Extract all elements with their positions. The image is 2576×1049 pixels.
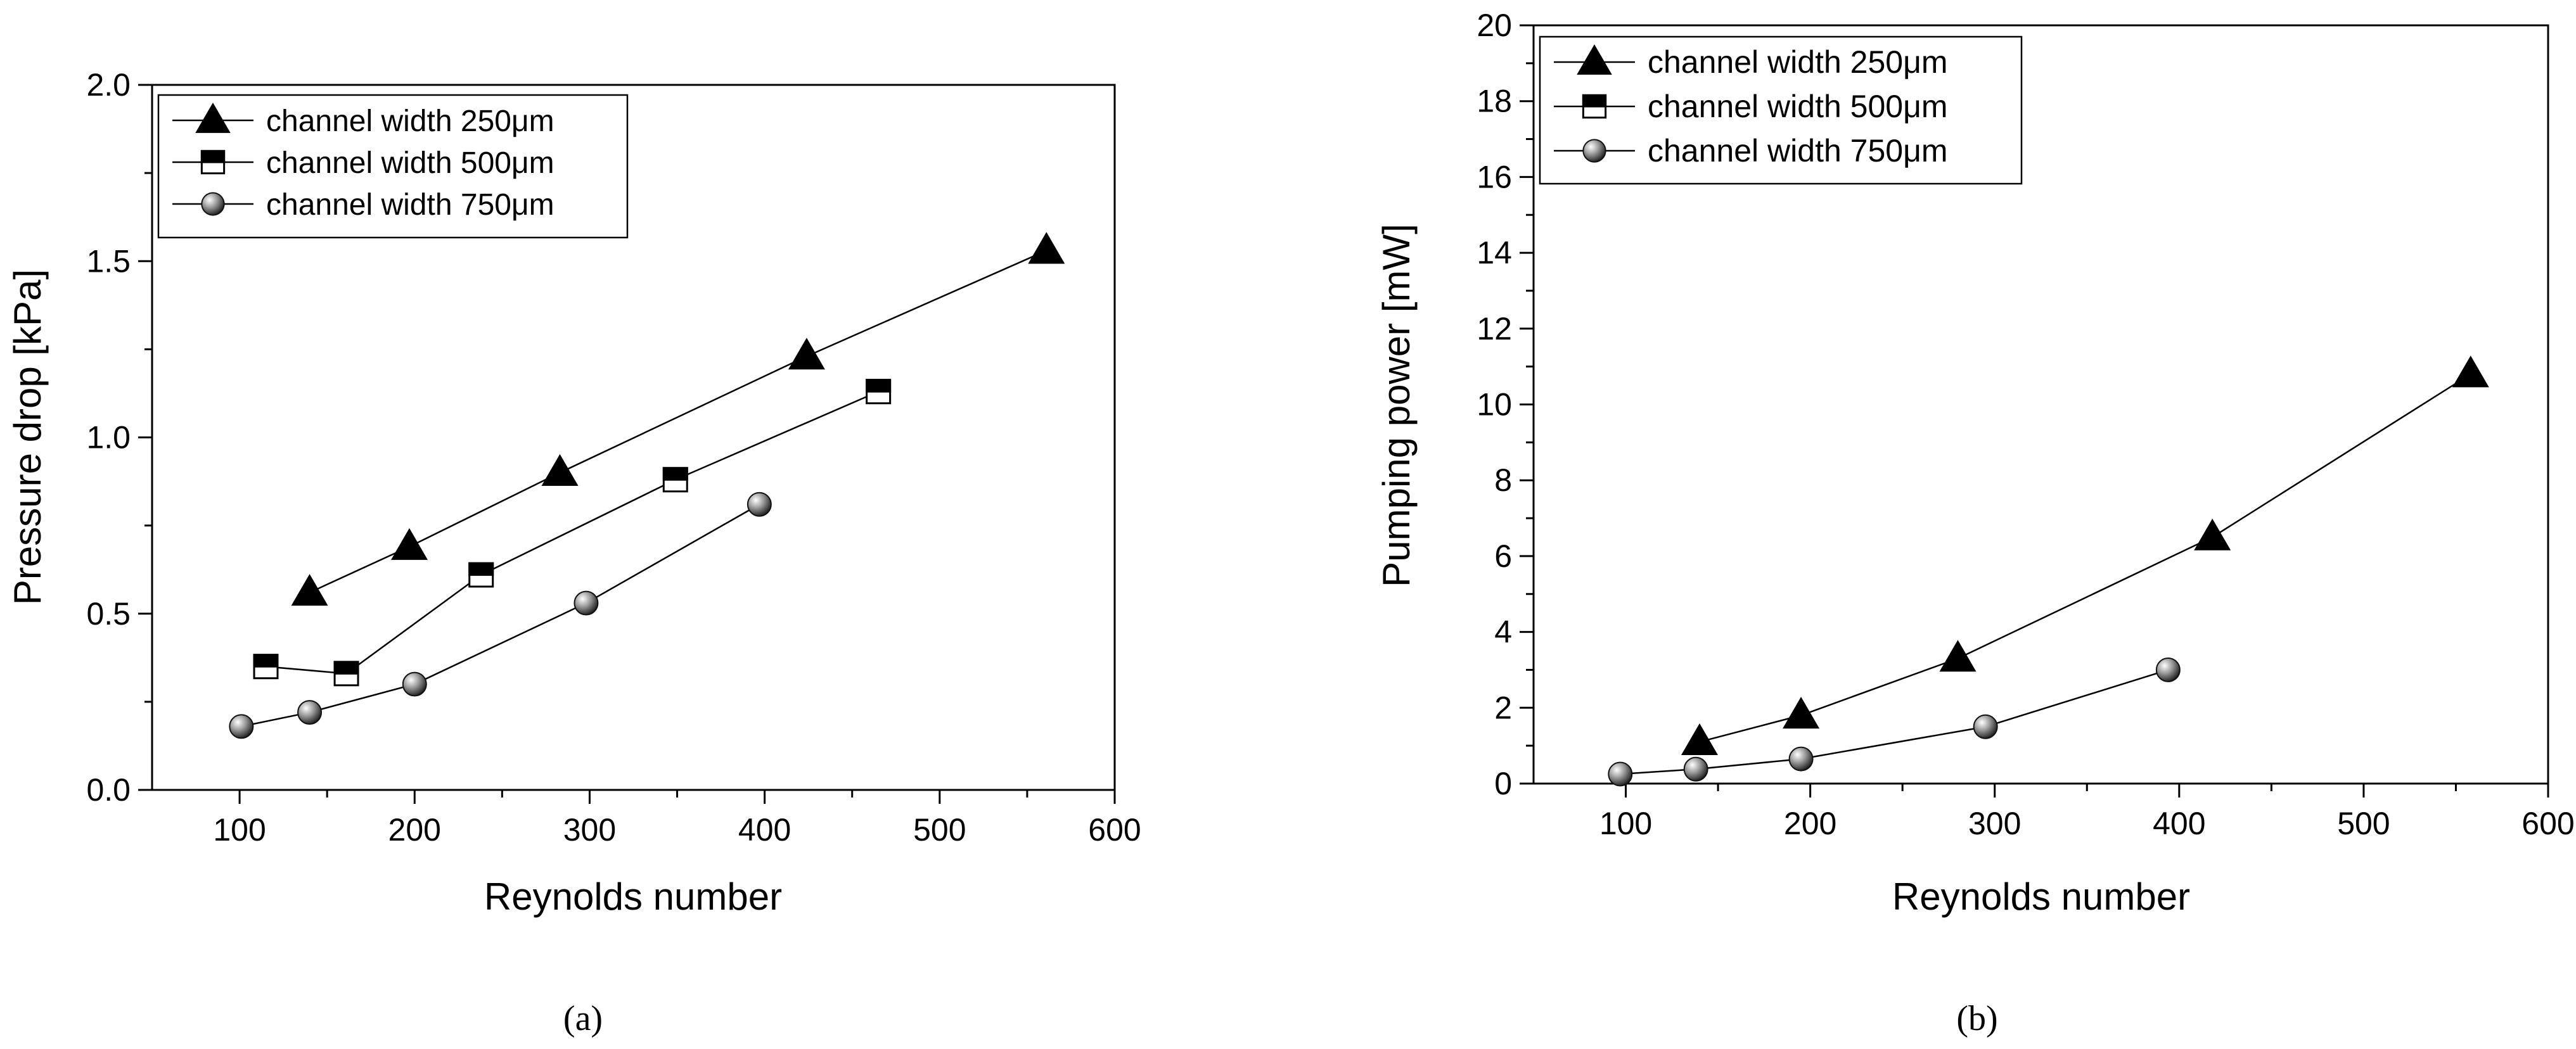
chart-a-data-point <box>402 671 427 697</box>
chart-b-legend-label: channel width 250μm <box>1648 44 1948 80</box>
chart-a-legend-box <box>157 94 629 239</box>
chart-b-y-tick-label: 8 <box>1494 462 1512 498</box>
chart-b-series-line-0 <box>1699 373 2471 743</box>
chart-a-series-line-1 <box>266 391 879 675</box>
chart-a-legend-marker <box>201 192 225 216</box>
chart-b-x-tick-label: 500 <box>2337 806 2390 841</box>
chart-b-series-line-2 <box>1620 669 2169 775</box>
chart-b-legend-marker <box>1577 44 1612 75</box>
chart-b-y-tick-label: 6 <box>1494 538 1512 574</box>
chart-b-y-tick-label: 16 <box>1477 159 1512 194</box>
chart-a-legend-label: channel width 500μm <box>266 146 554 180</box>
chart-a-data-point <box>390 528 428 560</box>
chart-b-data-point <box>1788 746 1814 772</box>
chart-b-x-axis-title: Reynolds number <box>1892 875 2190 918</box>
chart-b-y-tick-label: 18 <box>1477 84 1512 119</box>
chart-a-axes: 100 200 300 400 500 600 0.0 0.5 1.0 1.5 2.0 <box>86 67 1141 848</box>
chart-b-data-point <box>1973 714 1998 739</box>
chart-a-data-point <box>297 700 323 725</box>
chart-b-legend: channel width 250μm channel width 500μm ch… <box>1539 35 2023 185</box>
chart-a-data-point <box>468 562 494 588</box>
chart-b-series <box>1608 355 2489 787</box>
chart-b-legend-box <box>1539 35 2023 185</box>
chart-a-data-point <box>788 338 825 370</box>
chart-a-x-axis-title: Reynolds number <box>484 875 782 918</box>
chart-a-x-tick-label: 300 <box>563 812 616 848</box>
chart-a-y-tick-label: 0.0 <box>86 772 131 808</box>
chart-b-y-tick-label: 20 <box>1477 8 1512 43</box>
chart-b-x-tick-label: 200 <box>1784 806 1836 841</box>
chart-a-x-tick-label: 100 <box>213 812 266 848</box>
chart-b-y-axis-title: Pumping power [mW] <box>1375 224 1418 587</box>
chart-a-legend-label: channel width 250μm <box>266 105 554 138</box>
chart-a-y-tick-label: 1.5 <box>86 243 131 279</box>
chart-a-legend: channel width 250μm channel width 500μm ch… <box>157 94 629 239</box>
chart-a-x-tick-label: 200 <box>388 812 441 848</box>
chart-b-data-point <box>2155 657 2181 682</box>
chart-a-data-point <box>541 454 579 486</box>
chart-b-legend-marker <box>1582 94 1607 119</box>
chart-b-y-tick-label: 12 <box>1477 311 1512 346</box>
chart-a-data-point <box>229 714 254 739</box>
chart-b-data-point <box>1608 761 1633 787</box>
chart-b-x-tick-label: 100 <box>1599 806 1652 841</box>
chart-b-data-point <box>1683 756 1708 782</box>
chart-a-legend-label: channel width 750μm <box>266 188 554 222</box>
chart-a-data-point <box>253 654 279 680</box>
chart-a-legend-marker <box>200 149 226 175</box>
chart-a-series <box>229 232 1065 739</box>
chart-a-legend-marker <box>195 102 231 133</box>
chart-b-pumping-power: 100 200 300 400 500 600 0 2 4 6 8 10 12 14 16 18 20 chan… <box>1375 8 2575 1038</box>
chart-b-y-tick-label: 4 <box>1494 614 1512 650</box>
chart-b-panel-label: (b) <box>1956 999 1997 1038</box>
chart-b-y-tick-label: 10 <box>1477 387 1512 423</box>
chart-a-data-point <box>662 467 688 493</box>
chart-b-x-tick-label: 400 <box>2153 806 2205 841</box>
chart-a-panel-label: (a) <box>563 999 603 1038</box>
chart-b-legend-marker <box>1582 139 1606 163</box>
chart-a-y-axis-title: Pressure drop [kPa] <box>6 269 49 605</box>
chart-b-legend-label: channel width 500μm <box>1648 89 1948 124</box>
chart-b-axes: 100 200 300 400 500 600 0 2 4 6 8 10 12 14 16 18 20 <box>1477 8 2574 841</box>
chart-a-data-point <box>747 492 772 517</box>
chart-a-data-point <box>291 574 328 606</box>
chart-a-y-tick-label: 0.5 <box>86 596 131 632</box>
chart-b-x-tick-label: 600 <box>2522 806 2574 841</box>
chart-b-legend-label: channel width 750μm <box>1648 133 1948 168</box>
chart-a-pressure-drop: 100 200 300 400 500 600 0.0 0.5 1.0 1.5 2.0 channe… <box>6 67 1141 1038</box>
chart-b-y-tick-label: 14 <box>1477 235 1512 270</box>
chart-a-y-tick-label: 2.0 <box>86 67 131 103</box>
chart-a-data-point <box>574 590 599 616</box>
chart-a-x-tick-label: 600 <box>1088 812 1141 848</box>
chart-b-x-tick-label: 300 <box>1968 806 2021 841</box>
chart-a-x-tick-label: 400 <box>738 812 791 848</box>
chart-a-y-tick-label: 1.0 <box>86 420 131 455</box>
chart-a-data-point <box>866 379 892 405</box>
chart-a-series-line-0 <box>309 250 1047 594</box>
chart-a-x-tick-label: 500 <box>913 812 966 848</box>
chart-b-data-point <box>1681 723 1718 755</box>
chart-b-data-point <box>1783 696 1820 729</box>
chart-b-data-point <box>2194 518 2231 550</box>
chart-b-data-point <box>2452 355 2489 388</box>
chart-b-y-tick-label: 2 <box>1494 690 1512 725</box>
chart-a-series-line-2 <box>241 504 760 728</box>
chart-b-y-tick-label: 0 <box>1494 766 1512 801</box>
chart-b-data-point <box>1939 640 1977 672</box>
chart-a-data-point <box>333 661 359 687</box>
chart-a-data-point <box>1028 232 1065 264</box>
